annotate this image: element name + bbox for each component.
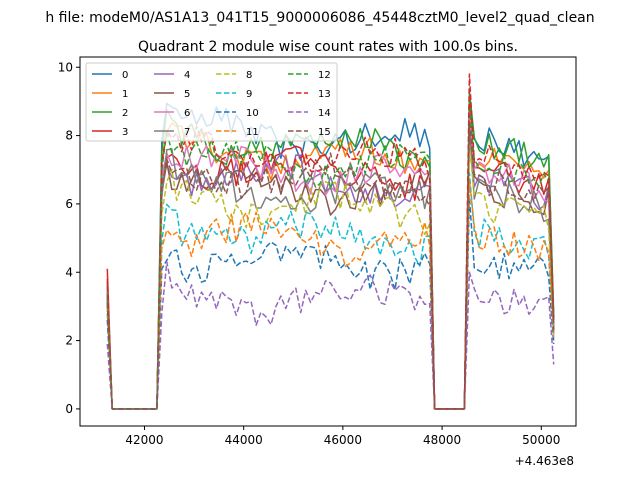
series-line-1	[106, 114, 555, 410]
series-line-8	[106, 145, 555, 410]
x-tick-label: 48000	[423, 433, 461, 447]
legend-label-4: 4	[184, 70, 190, 81]
x-tick-label: 46000	[324, 433, 362, 447]
series-line-14	[106, 261, 555, 410]
plot-frame	[79, 56, 577, 427]
y-tick-label: 6	[65, 197, 73, 211]
legend-label-6: 6	[184, 108, 190, 119]
chart-suptitle: h file: modeM0/AS1A13_041T15_9000006086_…	[45, 10, 594, 26]
legend-box	[85, 62, 338, 142]
legend-label-9: 9	[246, 89, 252, 100]
legend-label-5: 5	[184, 89, 190, 100]
chart-title: Quadrant 2 module wise count rates with …	[138, 39, 518, 55]
y-tick-label: 0	[65, 402, 73, 416]
series-line-12	[106, 107, 555, 410]
legend-label-14: 14	[318, 108, 331, 119]
series-line-10	[106, 196, 555, 410]
series-line-9	[106, 172, 555, 410]
y-tick-label: 10	[58, 60, 73, 74]
legend-label-11: 11	[246, 127, 259, 138]
legend-label-7: 7	[184, 127, 190, 138]
series-line-2	[106, 90, 555, 410]
legend-label-15: 15	[318, 127, 331, 138]
legend-label-10: 10	[246, 108, 259, 119]
legend-label-0: 0	[122, 70, 128, 81]
legend-label-13: 13	[318, 89, 331, 100]
series-line-6	[106, 110, 555, 410]
legend-label-3: 3	[122, 127, 128, 138]
x-tick-label: 42000	[125, 433, 163, 447]
legend-label-2: 2	[122, 108, 128, 119]
x-tick-label: 50000	[522, 433, 560, 447]
y-tick-label: 8	[65, 129, 73, 143]
legend-label-8: 8	[246, 70, 252, 81]
legend-label-12: 12	[318, 70, 331, 81]
y-tick-label: 2	[65, 334, 73, 348]
y-axis: 0 2 4 6 8 10	[58, 60, 80, 416]
series-line-15	[106, 121, 555, 410]
x-tick-label: 44000	[225, 433, 263, 447]
legend-label-1: 1	[122, 89, 128, 100]
y-tick-label: 4	[65, 265, 73, 279]
series-line-11	[106, 179, 555, 410]
x-axis: 42000 44000 46000 48000 50000	[125, 426, 560, 447]
x-offset-label: +4.463e8	[515, 454, 574, 468]
